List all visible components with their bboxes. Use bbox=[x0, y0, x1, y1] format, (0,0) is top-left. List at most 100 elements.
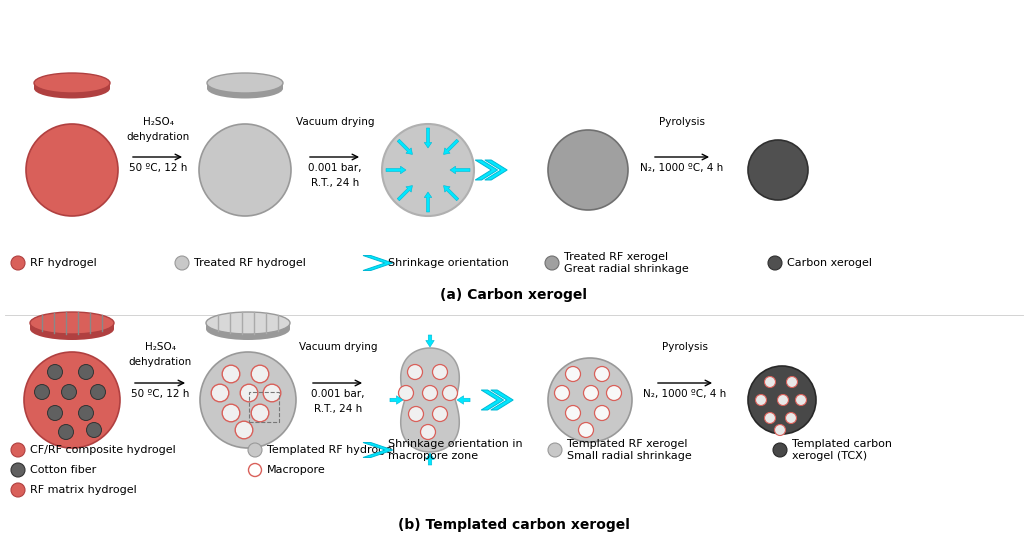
Text: dehydration: dehydration bbox=[126, 132, 189, 142]
Circle shape bbox=[607, 385, 622, 401]
Circle shape bbox=[433, 407, 447, 421]
Circle shape bbox=[548, 130, 628, 210]
Circle shape bbox=[11, 256, 25, 270]
Circle shape bbox=[211, 384, 229, 402]
Text: RF matrix hydrogel: RF matrix hydrogel bbox=[30, 485, 137, 495]
Text: dehydration: dehydration bbox=[128, 357, 191, 367]
Circle shape bbox=[35, 385, 49, 399]
Circle shape bbox=[748, 366, 816, 434]
Circle shape bbox=[78, 365, 94, 379]
Text: 0.001 bar,: 0.001 bar, bbox=[308, 163, 362, 173]
Polygon shape bbox=[490, 390, 513, 410]
Circle shape bbox=[59, 425, 73, 439]
Circle shape bbox=[407, 365, 423, 379]
Circle shape bbox=[263, 384, 281, 402]
Text: Templated carbon
xerogel (TCX): Templated carbon xerogel (TCX) bbox=[792, 439, 892, 461]
Ellipse shape bbox=[206, 318, 290, 340]
FancyArrow shape bbox=[443, 139, 458, 154]
Circle shape bbox=[420, 425, 436, 439]
Circle shape bbox=[47, 405, 63, 421]
FancyBboxPatch shape bbox=[206, 323, 290, 329]
Circle shape bbox=[62, 385, 76, 399]
Circle shape bbox=[26, 124, 118, 216]
Text: R.T., 24 h: R.T., 24 h bbox=[314, 404, 362, 414]
Circle shape bbox=[47, 365, 63, 379]
Circle shape bbox=[249, 463, 261, 476]
FancyArrow shape bbox=[425, 128, 432, 148]
Circle shape bbox=[408, 407, 424, 421]
Text: (b) Templated carbon xerogel: (b) Templated carbon xerogel bbox=[398, 518, 630, 532]
Text: Pyrolysis: Pyrolysis bbox=[662, 342, 708, 352]
Circle shape bbox=[199, 124, 291, 216]
Ellipse shape bbox=[207, 78, 283, 99]
Text: Pyrolysis: Pyrolysis bbox=[659, 117, 705, 127]
Circle shape bbox=[594, 405, 610, 421]
Text: Treated RF xerogel
Great radial shrinkage: Treated RF xerogel Great radial shrinkag… bbox=[564, 252, 689, 274]
Text: H₂SO₄: H₂SO₄ bbox=[143, 117, 174, 127]
Circle shape bbox=[251, 365, 268, 383]
FancyBboxPatch shape bbox=[34, 83, 110, 88]
FancyArrow shape bbox=[386, 166, 406, 174]
Text: N₂, 1000 ºC, 4 h: N₂, 1000 ºC, 4 h bbox=[644, 389, 727, 399]
Circle shape bbox=[248, 443, 262, 457]
Ellipse shape bbox=[34, 73, 110, 93]
Text: Shrinkage orientation in
macropore zone: Shrinkage orientation in macropore zone bbox=[388, 439, 522, 461]
Circle shape bbox=[548, 358, 632, 442]
Circle shape bbox=[777, 395, 788, 405]
FancyArrow shape bbox=[450, 166, 470, 174]
Circle shape bbox=[748, 140, 808, 200]
Circle shape bbox=[756, 395, 767, 405]
Circle shape bbox=[765, 413, 775, 423]
Text: Cotton fiber: Cotton fiber bbox=[30, 465, 97, 475]
Circle shape bbox=[78, 405, 94, 421]
Circle shape bbox=[442, 385, 457, 401]
Ellipse shape bbox=[206, 312, 290, 334]
Circle shape bbox=[579, 422, 593, 438]
Ellipse shape bbox=[30, 318, 114, 340]
Circle shape bbox=[175, 256, 189, 270]
Circle shape bbox=[251, 404, 268, 422]
Polygon shape bbox=[363, 443, 393, 457]
FancyArrow shape bbox=[457, 396, 470, 404]
FancyArrow shape bbox=[443, 185, 458, 201]
Circle shape bbox=[786, 377, 798, 387]
Polygon shape bbox=[481, 390, 504, 410]
Text: RF hydrogel: RF hydrogel bbox=[30, 258, 97, 268]
Text: Templated RF hydrogel: Templated RF hydrogel bbox=[267, 445, 395, 455]
Ellipse shape bbox=[30, 312, 114, 334]
Text: 50 ºC, 12 h: 50 ºC, 12 h bbox=[128, 163, 187, 173]
Text: 50 ºC, 12 h: 50 ºC, 12 h bbox=[131, 389, 189, 399]
Circle shape bbox=[235, 421, 253, 439]
Circle shape bbox=[399, 385, 413, 401]
Text: Carbon xerogel: Carbon xerogel bbox=[787, 258, 872, 268]
Text: Vacuum drying: Vacuum drying bbox=[296, 117, 374, 127]
Circle shape bbox=[545, 256, 559, 270]
Circle shape bbox=[222, 365, 240, 383]
Circle shape bbox=[796, 395, 807, 405]
Circle shape bbox=[433, 365, 447, 379]
Circle shape bbox=[200, 352, 296, 448]
Circle shape bbox=[382, 124, 474, 216]
Text: CF/RF composite hydrogel: CF/RF composite hydrogel bbox=[30, 445, 176, 455]
Text: Treated RF hydrogel: Treated RF hydrogel bbox=[194, 258, 306, 268]
Circle shape bbox=[584, 385, 598, 401]
Circle shape bbox=[785, 413, 797, 423]
Text: (a) Carbon xerogel: (a) Carbon xerogel bbox=[441, 288, 587, 302]
Polygon shape bbox=[401, 348, 460, 452]
Circle shape bbox=[24, 352, 120, 448]
Text: H₂SO₄: H₂SO₄ bbox=[145, 342, 176, 352]
Text: Shrinkage orientation: Shrinkage orientation bbox=[388, 258, 509, 268]
Text: R.T., 24 h: R.T., 24 h bbox=[310, 178, 359, 188]
FancyArrow shape bbox=[426, 453, 434, 465]
Text: N₂, 1000 ºC, 4 h: N₂, 1000 ºC, 4 h bbox=[640, 163, 724, 173]
Text: Macropore: Macropore bbox=[266, 465, 325, 475]
Polygon shape bbox=[475, 160, 498, 180]
FancyArrow shape bbox=[390, 396, 403, 404]
Ellipse shape bbox=[34, 78, 110, 99]
FancyArrow shape bbox=[397, 185, 412, 201]
Polygon shape bbox=[363, 256, 393, 270]
Circle shape bbox=[423, 385, 438, 401]
Circle shape bbox=[768, 256, 782, 270]
FancyBboxPatch shape bbox=[207, 83, 283, 88]
FancyArrow shape bbox=[425, 192, 432, 212]
